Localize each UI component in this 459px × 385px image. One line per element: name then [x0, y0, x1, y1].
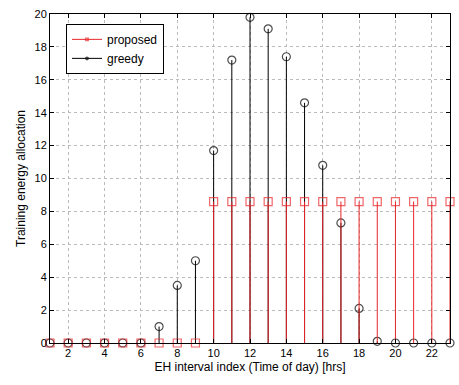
- svg-text:22: 22: [426, 347, 438, 359]
- svg-text:14: 14: [280, 347, 292, 359]
- svg-text:8: 8: [174, 347, 180, 359]
- svg-text:18: 18: [353, 347, 365, 359]
- svg-text:proposed: proposed: [107, 33, 157, 47]
- svg-text:0: 0: [41, 337, 47, 349]
- svg-text:10: 10: [35, 172, 47, 184]
- svg-text:14: 14: [35, 107, 47, 119]
- svg-text:2: 2: [65, 347, 71, 359]
- svg-text:18: 18: [35, 41, 47, 53]
- svg-text:greedy: greedy: [107, 52, 144, 66]
- svg-text:4: 4: [41, 271, 47, 283]
- svg-text:10: 10: [208, 347, 220, 359]
- svg-text:12: 12: [244, 347, 256, 359]
- svg-text:16: 16: [317, 347, 329, 359]
- svg-text:4: 4: [101, 347, 107, 359]
- svg-text:16: 16: [35, 74, 47, 86]
- svg-text:20: 20: [35, 8, 47, 20]
- svg-text:Training energy allocation: Training energy allocation: [14, 110, 28, 247]
- svg-text:EH interval index (Time of day: EH interval index (Time of day) [hrs]: [155, 360, 346, 374]
- svg-text:6: 6: [41, 238, 47, 250]
- svg-text:8: 8: [41, 205, 47, 217]
- svg-text:6: 6: [138, 347, 144, 359]
- svg-text:2: 2: [41, 304, 47, 316]
- svg-text:20: 20: [389, 347, 401, 359]
- svg-text:12: 12: [35, 139, 47, 151]
